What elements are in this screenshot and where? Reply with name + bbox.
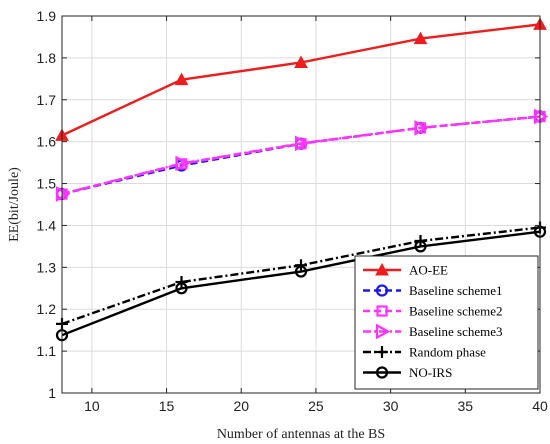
- legend-entry: Random phase: [363, 345, 486, 360]
- legend-marker: [375, 323, 391, 340]
- data-point-shape: [175, 282, 188, 295]
- legend-entry: Baseline scheme1: [363, 283, 503, 298]
- data-point-shape: [175, 155, 190, 172]
- legend: AO-EE Baseline scheme1 Baseline scheme2 Bas…: [354, 255, 539, 390]
- legend-entry: Baseline scheme2: [363, 304, 503, 319]
- legend-marker: [376, 346, 388, 358]
- x-axis-label: Number of antennas at the BS: [217, 427, 385, 442]
- legend-entry: AO-EE: [363, 263, 448, 278]
- legend-marker: [375, 366, 389, 379]
- data-point: [294, 135, 310, 152]
- ticks: 10 15 20 25 30 35 40 1 1.1 1.2 1.3 1.4 1.5 1.6 1.7 1.8 1…: [37, 8, 548, 414]
- legend-label: NO-IRS: [409, 365, 452, 380]
- legend-marker: [375, 284, 389, 297]
- y-tick-label: 1.8: [37, 50, 57, 66]
- legend-marker: [375, 262, 389, 276]
- legend-marker: [376, 305, 388, 317]
- series-line: [61, 230, 541, 337]
- data-point-shape: [174, 72, 189, 86]
- plot-frame: [61, 15, 541, 394]
- legend-marker-shape: [375, 262, 389, 276]
- legend-label: Baseline scheme1: [409, 283, 503, 298]
- legend-box: [354, 255, 539, 390]
- x-tick-label: 15: [159, 398, 175, 414]
- data-point: [414, 119, 429, 136]
- legend-label: Baseline scheme3: [409, 324, 503, 339]
- data-point-shape: [414, 240, 427, 253]
- data-point: [414, 240, 427, 253]
- x-tick-label: 20: [233, 398, 249, 414]
- x-tick-label: 10: [84, 398, 100, 414]
- legend-entry: NO-IRS: [363, 365, 452, 380]
- legend-entry: Baseline scheme3: [363, 323, 503, 340]
- legend-marker-shape: [375, 366, 389, 379]
- data-point: [174, 72, 189, 86]
- data-point: [175, 275, 188, 288]
- x-tick-label: 25: [308, 398, 324, 414]
- y-tick-label: 1.6: [37, 134, 57, 150]
- data-point: [175, 155, 190, 172]
- x-tick-label: 35: [458, 398, 474, 414]
- y-tick-label: 1.3: [37, 259, 57, 275]
- y-axis-label: EE(bit/Joule): [7, 167, 22, 242]
- data-point-shape: [294, 55, 308, 68]
- x-tick-label: 30: [383, 398, 399, 414]
- y-tick-label: 1.9: [37, 8, 57, 24]
- data-point: [294, 265, 308, 278]
- y-tick-label: 1.4: [37, 217, 57, 233]
- y-tick-label: 1.2: [37, 301, 57, 317]
- legend-label: Baseline scheme2: [409, 304, 503, 319]
- x-tick-label: 40: [532, 398, 548, 414]
- data-point: [295, 259, 307, 272]
- y-tick-label: 1.1: [37, 343, 57, 359]
- series-layer: [55, 17, 549, 342]
- y-tick-label: 1: [48, 385, 56, 401]
- y-tick-label: 1.7: [37, 92, 57, 108]
- data-point: [175, 282, 188, 295]
- data-point: [294, 55, 308, 68]
- data-point-shape: [294, 135, 310, 152]
- data-point-shape: [294, 265, 308, 278]
- y-tick-label: 1.5: [37, 176, 57, 192]
- data-point-shape: [414, 119, 429, 136]
- legend-marker-shape: [376, 305, 388, 317]
- legend-label: Random phase: [409, 345, 486, 360]
- legend-marker-shape: [375, 284, 389, 297]
- legend-label: AO-EE: [409, 263, 448, 278]
- legend-marker-shape: [375, 323, 391, 340]
- series-line: [61, 115, 541, 196]
- data-point: [413, 31, 428, 45]
- data-point-shape: [413, 31, 428, 45]
